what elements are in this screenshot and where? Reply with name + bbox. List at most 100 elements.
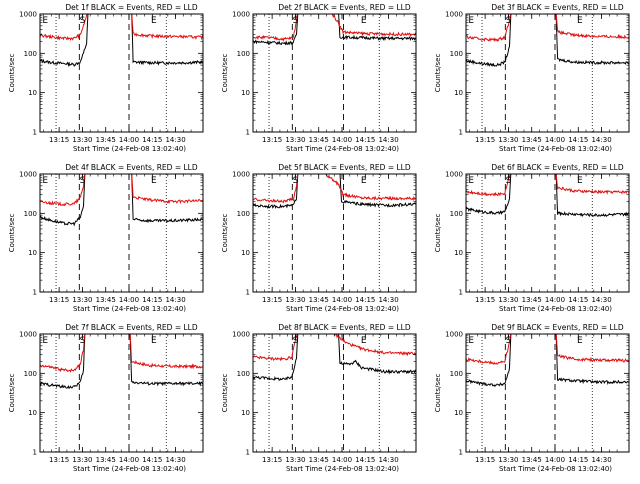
panel-title: Det 6f BLACK = Events, RED = LLD [491,163,624,172]
x-tick-label: 14:30 [165,456,185,464]
x-tick-label: 14:15 [355,136,375,144]
x-tick-label: 13:30 [72,136,92,144]
panel-title: Det 8f BLACK = Events, RED = LLD [278,323,411,332]
y-tick-label: 100 [450,210,463,218]
panel-title: Det 9f BLACK = Events, RED = LLD [491,323,624,332]
interval-marker-label: E [468,16,474,26]
y-axis-label: Counts/sec [221,214,229,253]
x-tick-label: 14:00 [332,456,352,464]
detector-panel: Det 7f BLACK = Events, RED = LLD 1 10 100 10… [8,323,204,473]
x-tick-label: 13:45 [522,456,542,464]
interval-marker-label: E [42,176,48,186]
y-tick-label: 100 [450,370,463,378]
interval-marker-label: S [293,176,299,186]
events-series-line [466,174,629,218]
lld-series-line [40,14,203,41]
y-tick-label: 100 [237,210,250,218]
y-tick-label: 10 [241,89,250,97]
x-tick-label: 13:15 [49,456,69,464]
x-tick-label: 13:45 [309,296,329,304]
interval-marker-label: S [80,336,86,346]
x-tick-label: 13:30 [498,136,518,144]
y-tick-label: 1 [459,289,463,297]
y-axis-label: Counts/sec [8,54,16,93]
x-tick-label: 14:15 [142,456,162,464]
plot-frame [39,173,204,293]
y-tick-label: 100 [24,370,37,378]
interval-marker-label: E [577,336,583,346]
lld-series-line [466,174,629,197]
x-tick-label: 14:00 [119,296,139,304]
x-tick-label: 14:30 [165,136,185,144]
events-series-line [253,14,416,46]
interval-marker-label: S [80,176,86,186]
detector-panel: Det 5f BLACK = Events, RED = LLD 1 10 100 10… [221,163,417,313]
y-tick-label: 1 [459,129,463,137]
y-tick-label: 10 [28,89,37,97]
x-tick-label: 13:30 [285,296,305,304]
x-tick-label: 14:30 [378,456,398,464]
y-tick-label: 1000 [445,331,463,339]
interval-marker-label: E [361,16,367,26]
events-series-line [253,334,416,381]
y-tick-label: 1000 [232,11,250,19]
x-tick-label: 14:00 [332,296,352,304]
x-tick-label: 14:15 [568,136,588,144]
panel-title: Det 5f BLACK = Events, RED = LLD [278,163,411,172]
events-series-line [40,14,203,68]
x-tick-label: 13:45 [96,136,116,144]
x-tick-label: 13:15 [262,296,282,304]
y-tick-label: 1000 [19,171,37,179]
panel-title: Det 7f BLACK = Events, RED = LLD [65,323,198,332]
x-tick-label: 13:15 [475,456,495,464]
x-tick-label: 14:00 [545,296,565,304]
x-axis-label: Start Time (24-Feb-08 13:02:40) [73,145,186,153]
x-tick-label: 13:30 [498,296,518,304]
x-tick-label: 13:45 [309,456,329,464]
y-axis-label: Counts/sec [8,374,16,413]
events-series-line [253,174,416,210]
y-tick-label: 10 [241,249,250,257]
lld-series-line [40,174,203,207]
interval-marker-label: E [151,336,157,346]
panel-title: Det 3f BLACK = Events, RED = LLD [491,3,624,12]
interval-marker-label: S [293,336,299,346]
x-tick-label: 14:15 [355,456,375,464]
interval-marker-label: E [361,176,367,186]
x-tick-label: 14:00 [545,456,565,464]
detector-panel: Det 8f BLACK = Events, RED = LLD 1 10 100 10… [221,323,417,473]
y-tick-label: 1000 [445,171,463,179]
x-tick-label: 14:00 [332,136,352,144]
x-tick-label: 13:45 [309,136,329,144]
events-series-line [40,334,203,390]
interval-marker-label: S [293,16,299,26]
lld-series-line [253,14,416,42]
x-tick-label: 14:00 [545,136,565,144]
y-tick-label: 100 [24,210,37,218]
x-tick-label: 13:45 [96,296,116,304]
y-tick-label: 1000 [232,331,250,339]
y-tick-label: 1000 [232,171,250,179]
x-tick-label: 14:30 [591,456,611,464]
x-tick-label: 14:30 [591,136,611,144]
x-axis-label: Start Time (24-Feb-08 13:02:40) [286,145,399,153]
panel-title: Det 2f BLACK = Events, RED = LLD [278,3,411,12]
x-tick-label: 14:15 [568,456,588,464]
panel-title: Det 4f BLACK = Events, RED = LLD [65,163,198,172]
plot-frame [39,13,204,133]
events-series-line [466,14,629,67]
plot-frame [39,333,204,453]
interval-marker-label: E [577,16,583,26]
x-axis-label: Start Time (24-Feb-08 13:02:40) [499,145,612,153]
x-tick-label: 13:15 [475,296,495,304]
detector-panel: Det 2f BLACK = Events, RED = LLD 1 10 100 10… [221,3,417,153]
interval-marker-label: E [151,16,157,26]
x-tick-label: 13:30 [498,456,518,464]
y-tick-label: 10 [28,409,37,417]
x-tick-label: 13:15 [475,136,495,144]
y-tick-label: 100 [237,370,250,378]
y-tick-label: 1 [33,449,37,457]
x-axis-label: Start Time (24-Feb-08 13:02:40) [499,465,612,473]
